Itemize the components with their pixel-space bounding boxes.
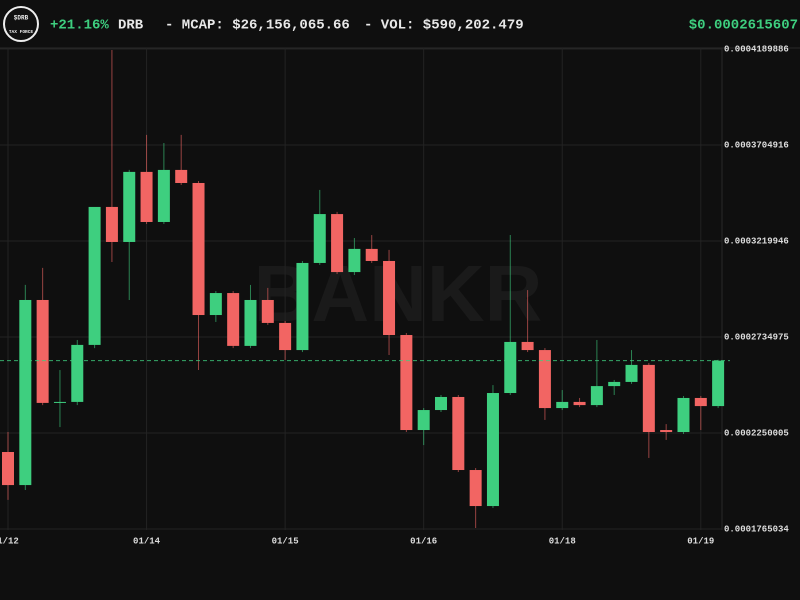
candle-body [227, 293, 240, 346]
x-tick-label: 1/12 [0, 536, 19, 546]
candle-body [244, 299, 257, 346]
candle-body [590, 386, 603, 406]
candle-body [521, 341, 534, 351]
candle-body [712, 360, 725, 407]
candle-body [365, 248, 378, 261]
change: +21.16% [50, 18, 109, 34]
candle-body [608, 381, 621, 387]
candle-body [694, 397, 707, 407]
candle-body [123, 171, 136, 242]
candle-body [417, 410, 430, 431]
candle-body [625, 364, 638, 382]
candle-body [556, 401, 569, 409]
candle-body [192, 182, 205, 316]
y-tick-label: 0.0002250005 [724, 428, 789, 438]
symbol: DRB [118, 18, 144, 34]
y-tick-label: 0.0004189886 [724, 44, 789, 54]
candle-body [642, 364, 655, 433]
logo-text: TAX FORCE [9, 29, 34, 35]
candle-body [2, 452, 14, 486]
y-tick-label: 0.0001765034 [724, 524, 789, 534]
candle-body [175, 169, 188, 183]
candle-body [105, 206, 118, 242]
logo: $DRB TAX FORCE [3, 6, 39, 42]
candle-body [88, 206, 101, 345]
logo-text: $DRB [14, 15, 29, 22]
x-tick-label: 01/14 [133, 536, 161, 546]
candle-body [140, 171, 153, 222]
candle-body [400, 335, 413, 431]
y-tick-label: 0.0002734975 [724, 332, 789, 342]
logo-ring [3, 6, 39, 42]
candle-body [36, 299, 49, 403]
candle-body [209, 293, 222, 316]
candle-body [573, 401, 586, 406]
x-tick-label: 01/19 [687, 536, 714, 546]
price: $0.0002615607 [689, 18, 798, 34]
x-tick-label: 01/15 [272, 536, 299, 546]
candle-body [677, 397, 690, 433]
candle-body [53, 401, 66, 403]
candle-body [452, 396, 465, 471]
y-tick-label: 0.0003219946 [724, 236, 789, 246]
candle-body [71, 344, 84, 402]
candle-body [19, 299, 32, 486]
candle-body [313, 214, 326, 263]
candle-body [383, 260, 396, 336]
candle-body [331, 214, 344, 273]
mcap: - MCAP: $26,156,065.66 [165, 18, 350, 34]
candle-body [504, 341, 517, 394]
candle-body [157, 169, 170, 222]
candle-body [348, 248, 361, 273]
candle-body [435, 396, 447, 411]
volume: - VOL: $590,202.479 [364, 18, 524, 34]
candle-body [538, 350, 551, 409]
candle-body [486, 393, 499, 507]
x-tick-label: 01/18 [549, 536, 576, 546]
candle-body [469, 470, 482, 507]
candle-body [660, 430, 673, 433]
candle-body [279, 322, 292, 351]
candle-body [261, 299, 274, 323]
x-tick-label: 01/16 [410, 536, 437, 546]
candle-body [296, 262, 309, 351]
y-tick-label: 0.0003704916 [724, 140, 789, 150]
